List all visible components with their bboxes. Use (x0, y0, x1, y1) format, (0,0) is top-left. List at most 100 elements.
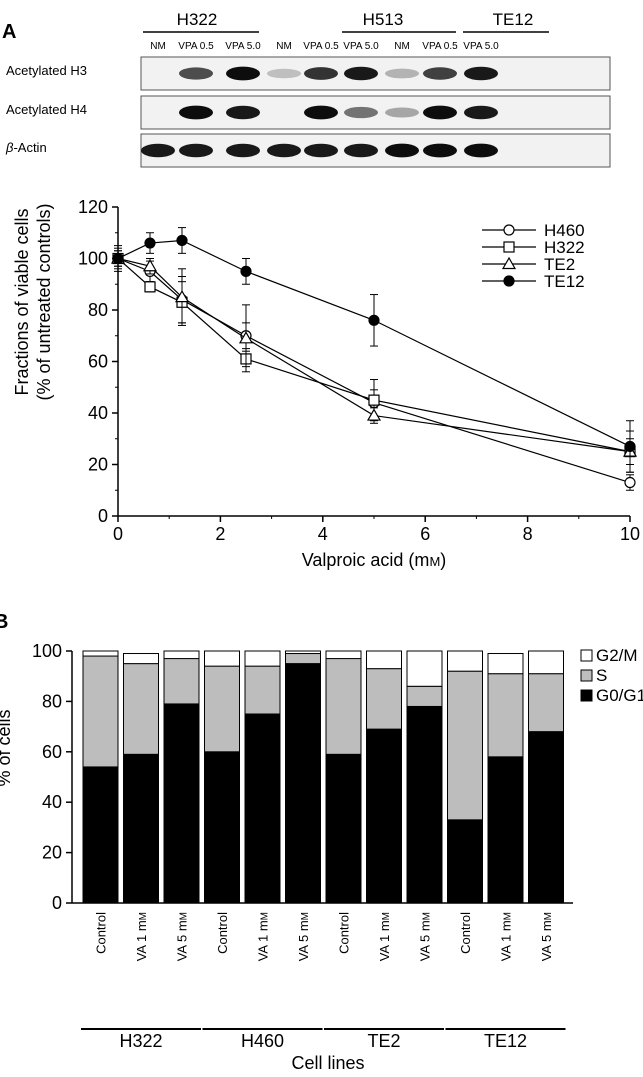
legend-swatch (580, 649, 593, 662)
line-chart-series (110, 227, 638, 491)
blot-lane-label: VPA 5.0 (463, 41, 499, 52)
blot-band (344, 143, 378, 158)
line-series-path (117, 257, 631, 453)
line-chart-ytick-label: 20 (88, 455, 108, 475)
blot-band (304, 105, 338, 120)
bar-segment-g2m (244, 650, 281, 667)
legend-swatch (580, 669, 593, 682)
data-point (240, 265, 252, 277)
category-label: VA 5 mM (539, 912, 554, 961)
panel-b-label: B (0, 611, 8, 633)
line-chart-ytick-label: 40 (88, 403, 108, 423)
bar-segment-s (366, 668, 402, 730)
bar-chart-ylabel: % of cells (0, 709, 14, 786)
bar-segment-g2m (285, 650, 321, 655)
bar-segment-s (487, 673, 524, 758)
blot-row-label: Acetylated H3 (6, 63, 87, 78)
line-chart-xtick-label: 8 (523, 524, 533, 544)
bar-segment-g0g1 (163, 703, 200, 904)
bar-chart-ytick-label: 80 (42, 691, 62, 711)
blot-band (267, 143, 301, 158)
line-chart-xtick-label: 0 (113, 524, 123, 544)
category-label-text: VA 5 m (539, 920, 554, 961)
category-label-unit: M (179, 912, 190, 920)
line-chart-xtick-label: 4 (318, 524, 328, 544)
category-label-unit: M (300, 912, 311, 920)
blot-band (423, 67, 457, 80)
category-label: Control (215, 912, 230, 954)
legend-label: S (596, 666, 607, 685)
category-label: Control (337, 912, 352, 954)
category-label: Control (94, 912, 109, 954)
blot-lane-label: NM (276, 41, 292, 52)
line-chart-ytick-label: 60 (88, 352, 108, 372)
bar-chart-ytick-label: 100 (32, 641, 62, 661)
bar-segment-g2m (123, 653, 159, 665)
data-point (624, 476, 636, 489)
data-point (174, 289, 190, 303)
category-label-text: VA 5 m (418, 920, 433, 961)
blot-band (226, 66, 260, 81)
viability-line-chart: 0 20 40 60 80 100 120 0 2 4 6 8 10 Fractions of viab… (12, 197, 640, 570)
bar-chart-axes: 0 20 40 60 80 100 (32, 641, 573, 913)
data-point (366, 408, 382, 421)
blot-band (385, 107, 419, 118)
category-label: VA 1 mM (499, 912, 514, 961)
bar-segment-g0g1 (82, 766, 119, 904)
bar-segment-g0g1 (325, 753, 362, 904)
category-label-unit: M (422, 912, 433, 920)
bar-segment-g2m (366, 650, 402, 670)
bar-segment-g0g1 (406, 705, 443, 904)
blot-row-label: β-Actin (5, 140, 47, 155)
blot-band (304, 67, 338, 80)
blot-band (226, 105, 260, 120)
legend-label: G2/M (596, 646, 638, 665)
line-chart-ytick-label: 0 (98, 506, 108, 526)
data-point (144, 237, 156, 249)
blot-band (141, 143, 175, 158)
blot-band (179, 67, 213, 80)
group-label: TE2 (367, 1031, 400, 1051)
category-label-text: VA 5 m (296, 920, 311, 961)
legend-label: TE12 (544, 272, 585, 291)
line-chart-ylabel-line-1: Fractions of viable cells (12, 208, 32, 395)
line-chart-ylabel-line-2: (% of untreated controls) (34, 203, 54, 400)
line-series-path (117, 257, 631, 484)
data-point (238, 331, 254, 344)
blot-band (464, 105, 498, 120)
category-label-text: Control (337, 912, 352, 954)
line-chart-ytick-label: 120 (78, 197, 108, 217)
blot-band (344, 106, 378, 119)
category-label-text: VA 1 m (499, 920, 514, 961)
group-label: H460 (241, 1031, 284, 1051)
bar-segment-g0g1 (528, 731, 564, 904)
line-chart-ticks: 0 20 40 60 80 100 120 0 2 4 6 8 10 (78, 197, 640, 544)
blot-lane-label: VPA 0.5 (422, 41, 458, 52)
legend-label: H322 (544, 238, 585, 257)
data-point (142, 259, 158, 272)
blot-band (179, 105, 213, 120)
blot-group-label: H513 (363, 10, 404, 29)
bar-segment-g2m (406, 650, 443, 687)
blot-lane-label: VPA 5.0 (225, 41, 261, 52)
category-label-unit: M (260, 912, 271, 920)
line-chart-xlabel: Valproic acid (mM) (302, 550, 447, 570)
bar-segment-g0g1 (487, 756, 524, 904)
category-label-text: VA 5 m (175, 920, 190, 961)
blot-band (344, 66, 378, 81)
bar-segment-g0g1 (123, 753, 159, 904)
legend-label: TE2 (544, 255, 575, 274)
line-chart-ytick-label: 100 (78, 249, 108, 269)
category-label: VA 1 mM (134, 912, 149, 961)
line-chart-xtick-label: 6 (420, 524, 430, 544)
category-label-text: Control (215, 912, 230, 954)
panel-a-label: A (2, 21, 16, 43)
line-chart-xtick-label: 10 (620, 524, 640, 544)
category-label: VA 5 mM (175, 912, 190, 961)
line-chart-xtick-label: 2 (215, 524, 225, 544)
blot-band (423, 105, 457, 120)
category-label-unit: M (543, 912, 554, 920)
legend-label: H460 (544, 221, 585, 240)
data-point (368, 314, 380, 326)
